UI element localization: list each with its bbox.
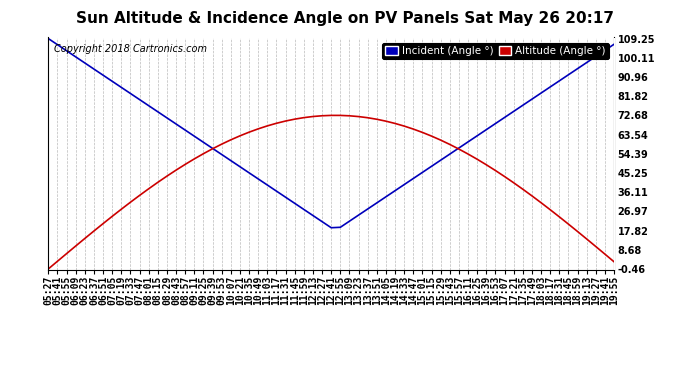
Text: Copyright 2018 Cartronics.com: Copyright 2018 Cartronics.com (54, 45, 207, 54)
Text: Sun Altitude & Incidence Angle on PV Panels Sat May 26 20:17: Sun Altitude & Incidence Angle on PV Pan… (76, 11, 614, 26)
Legend: Incident (Angle °), Altitude (Angle °): Incident (Angle °), Altitude (Angle °) (382, 43, 609, 59)
